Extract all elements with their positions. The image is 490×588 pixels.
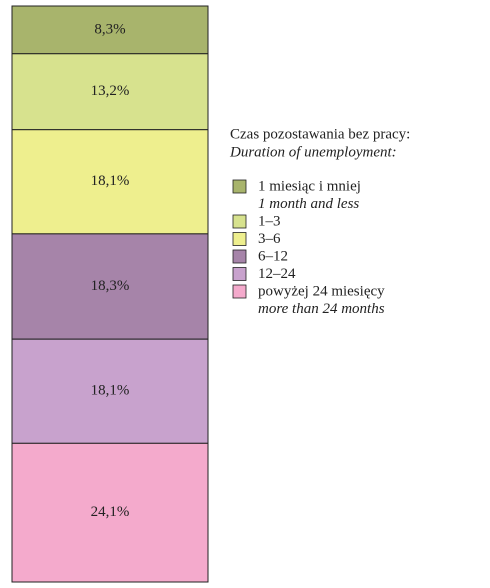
legend-subtitle: Duration of unemployment: [229,144,397,160]
legend-swatch [232,267,247,281]
bar-segment [11,53,209,131]
bar-segment [11,233,209,340]
data-label: 18,1% [91,383,130,399]
legend-swatch [232,249,247,264]
bar-segment [11,129,209,235]
bar-segment [11,5,209,55]
bar-segment [11,442,209,583]
legend-title: Czas pozostawania bez pracy: [230,126,410,142]
legend-swatch [232,284,247,299]
legend-label: 12–24 [258,266,296,282]
bar-segment [11,338,209,444]
legend-label-en: more than 24 months [258,301,385,317]
legend-swatch [232,214,247,229]
legend-label: 1 miesiąc i mniej [258,178,361,194]
legend-label-en: 1 month and less [258,196,359,212]
legend-label: powyżej 24 miesięcy [258,283,385,299]
data-label: 24,1% [91,504,130,520]
data-label: 8,3% [94,21,125,37]
data-label: 18,3% [91,278,130,294]
legend-swatch [232,179,247,194]
data-label: 13,2% [91,83,130,99]
legend-label: 1–3 [258,213,281,229]
legend-swatch [232,232,247,246]
data-label: 18,1% [91,173,130,189]
legend-label: 3–6 [258,231,281,247]
legend-label: 6–12 [258,248,288,264]
